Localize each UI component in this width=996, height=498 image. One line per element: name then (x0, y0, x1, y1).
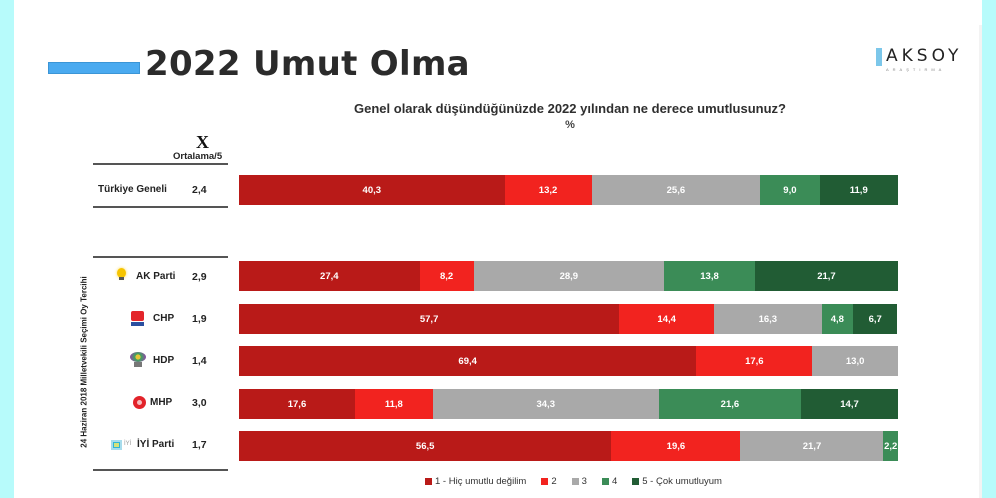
legend-item: 2 (541, 476, 557, 487)
bar-segment: 11,8 (354, 389, 433, 419)
chart-unit: % (565, 119, 575, 131)
bar-segment: 17,6 (239, 389, 355, 419)
iyi-mini-text-icon: İYİ (124, 441, 132, 447)
table-divider (93, 469, 228, 471)
row-label: AK Parti (136, 271, 176, 282)
bar-segment: 25,6 (591, 175, 761, 205)
stacked-bar: 57,7 14,4 16,3 4,8 6,7 (239, 304, 898, 334)
row-label: CHP (153, 313, 175, 324)
mhp-crescent-icon (133, 396, 146, 409)
bar-segment: 19,6 (611, 431, 741, 461)
legend-label: 4 (611, 476, 618, 487)
table-divider (93, 206, 228, 208)
bar-segment: 56,5 (239, 431, 612, 461)
row-label: İYİ Parti (137, 439, 175, 450)
bar-segment: 4,8 (821, 304, 854, 334)
mean-header: Ortalama/5 (173, 151, 223, 162)
legend-item: 5 - Çok umutluyum (632, 476, 722, 487)
bar-segment: 11,9 (819, 175, 898, 205)
legend-swatch-icon (571, 478, 579, 485)
aksoy-logo: AKSOY ARAŞTIRMA (876, 46, 966, 74)
right-edge-shade (979, 25, 982, 498)
bar-segment: 2,2 (883, 431, 898, 461)
legend-item: 4 (601, 476, 618, 487)
bar-segment: 28,9 (473, 261, 665, 291)
table-divider (93, 163, 228, 165)
bar-segment: 17,6 (696, 346, 813, 376)
legend-label: 5 - Çok umutluyum (642, 476, 722, 487)
title-accent-bar (48, 62, 140, 74)
bar-segment: 21,6 (658, 389, 802, 419)
legend-swatch-icon (541, 478, 549, 485)
logo-mark-icon (876, 48, 882, 66)
bar-segment: 13,2 (504, 175, 592, 205)
bar-segment: 40,3 (239, 175, 505, 205)
legend-swatch-icon (632, 478, 640, 485)
bar-segment: 27,4 (239, 261, 420, 291)
bar-segment: 34,3 (432, 389, 659, 419)
bar-segment: 21,7 (754, 261, 898, 291)
bar-segment: 21,7 (740, 431, 884, 461)
right-side-stripe (982, 0, 996, 498)
akp-bulb-icon (114, 266, 128, 284)
bar-segment: 14,4 (619, 304, 715, 334)
chart-question: Genel olarak düşündüğünüzde 2022 yılında… (354, 101, 786, 116)
bar-segment: 57,7 (239, 304, 620, 334)
logo-subtitle: ARAŞTIRMA (886, 67, 946, 72)
legend-label: 3 (581, 476, 587, 487)
stacked-bar: 27,4 8,2 28,9 13,8 21,7 (239, 261, 898, 291)
bar-segment: 16,3 (714, 304, 822, 334)
iyi-logo-icon (111, 440, 122, 450)
bar-segment: 69,4 (239, 346, 697, 376)
stacked-bar: 40,3 13,2 25,6 9,0 11,9 (239, 175, 898, 205)
mean-symbol: X (196, 132, 209, 152)
legend-item: 1 - Hiç umutlu değilim (425, 476, 526, 487)
legend-label: 2 (551, 476, 557, 487)
stacked-bar: 56,5 19,6 21,7 2,2 (239, 431, 898, 461)
chart-legend: 1 - Hiç umutlu değilim 2 3 4 5 - Çok umu… (425, 476, 737, 487)
bar-segment: 14,7 (801, 389, 898, 419)
legend-item: 3 (571, 476, 587, 487)
row-average: 1,9 (192, 313, 207, 325)
row-average: 2,4 (192, 184, 207, 196)
group-axis-label: 24 Haziran 2018 Milletvekili Seçimi Oy T… (79, 276, 89, 448)
bar-segment: 9,0 (760, 175, 820, 205)
stacked-bar: 17,6 11,8 34,3 21,6 14,7 (239, 389, 898, 419)
logo-text: AKSOY (886, 46, 963, 66)
bar-segment: 8,2 (419, 261, 474, 291)
legend-swatch-icon (425, 478, 432, 485)
row-average: 1,7 (192, 439, 207, 451)
table-divider (93, 256, 228, 258)
row-average: 2,9 (192, 271, 207, 283)
bar-segment: 13,0 (812, 346, 898, 376)
legend-swatch-icon (601, 478, 609, 485)
chp-logo-icon (131, 311, 144, 327)
slide-title: 2022 Umut Olma (145, 44, 470, 84)
hdp-tree-icon (130, 352, 146, 368)
row-average: 3,0 (192, 397, 207, 409)
stacked-bar: 69,4 17,6 13,0 (239, 346, 898, 376)
bar-segment: 6,7 (853, 304, 898, 334)
bar-segment: 13,8 (664, 261, 755, 291)
row-label: HDP (153, 355, 175, 366)
row-average: 1,4 (192, 355, 207, 367)
row-label: MHP (150, 397, 173, 408)
legend-label: 1 - Hiç umutlu değilim (435, 476, 527, 487)
row-label: Türkiye Geneli (98, 184, 167, 195)
left-side-stripe (0, 0, 14, 498)
